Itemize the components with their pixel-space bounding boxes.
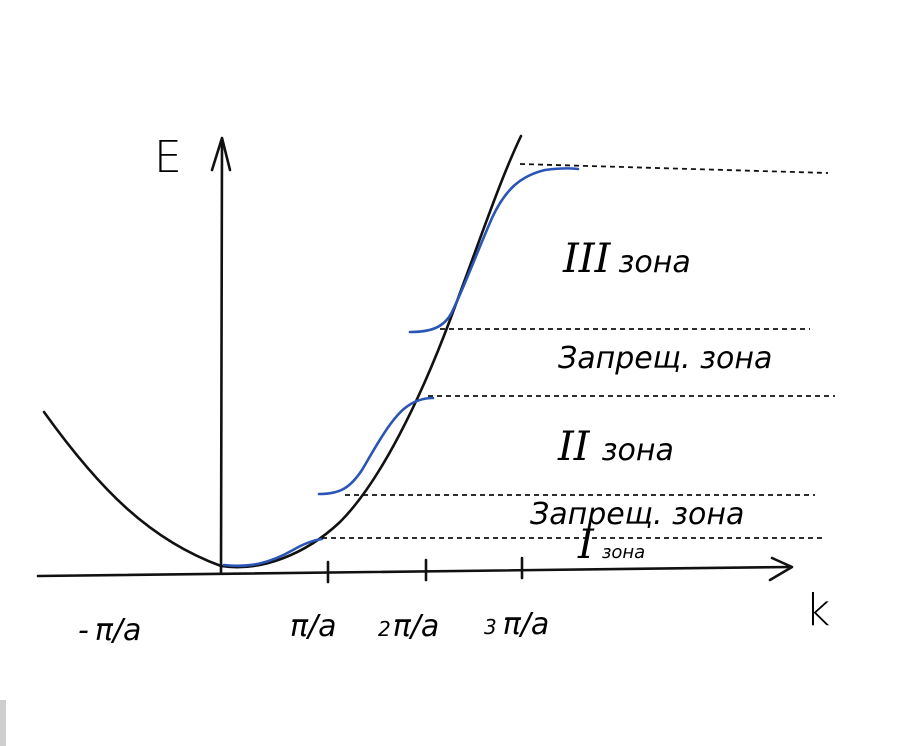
- gap-2-label: Запрещ. зона: [558, 341, 772, 376]
- band-edges: [322, 163, 835, 539]
- k-axis: [36, 565, 792, 578]
- tick-label-num: 3: [484, 615, 497, 639]
- band-curves: [222, 167, 580, 568]
- e-axis-label: E: [154, 132, 182, 183]
- zone-1-word: зона: [602, 542, 645, 563]
- tick-label-value: π/a: [393, 609, 440, 644]
- tick-labels: - π/a π/a 2π/a 3 π/a: [78, 607, 549, 648]
- zone-2-label: II зона: [557, 424, 674, 470]
- zone-2-roman: II: [557, 424, 591, 470]
- e-axis: [219, 138, 224, 574]
- axes: [36, 136, 794, 582]
- image-edge-artifact: [0, 700, 6, 746]
- tick-label-neg-pi-over-a: - π/a: [78, 613, 141, 648]
- tick-label-pi-over-a: π/a: [290, 609, 337, 644]
- band-3-curve: [408, 167, 580, 334]
- free-electron-parabola: [42, 134, 523, 569]
- zone-3-label: III зона: [562, 236, 691, 282]
- tick-marks: [326, 556, 524, 584]
- tick-label-2pi-over-a: 2π/a: [378, 609, 439, 644]
- k-axis-arrowhead: [768, 556, 794, 582]
- e-axis-arrowhead: [210, 136, 232, 172]
- zone-3-roman: III: [562, 236, 612, 282]
- band-1-curve: [222, 537, 324, 568]
- tick-label-value: π/a: [95, 613, 142, 648]
- tick-label-value: π/a: [290, 609, 337, 644]
- zone-2-word: зона: [602, 433, 674, 468]
- tick-label-3pi-over-a: 3 π/a: [484, 607, 549, 642]
- zone-3-word: зона: [618, 245, 690, 280]
- gap-1-label: Запрещ. зона: [530, 497, 744, 532]
- tick-label-prefix: -: [78, 613, 89, 648]
- band-edge-line: [519, 163, 829, 174]
- tick-label-value: π/a: [503, 607, 550, 642]
- zone-1-roman: I: [577, 522, 595, 568]
- tick-label-num: 2: [378, 617, 391, 641]
- k-axis-label: k: [805, 585, 830, 636]
- band-2-curve: [317, 396, 435, 496]
